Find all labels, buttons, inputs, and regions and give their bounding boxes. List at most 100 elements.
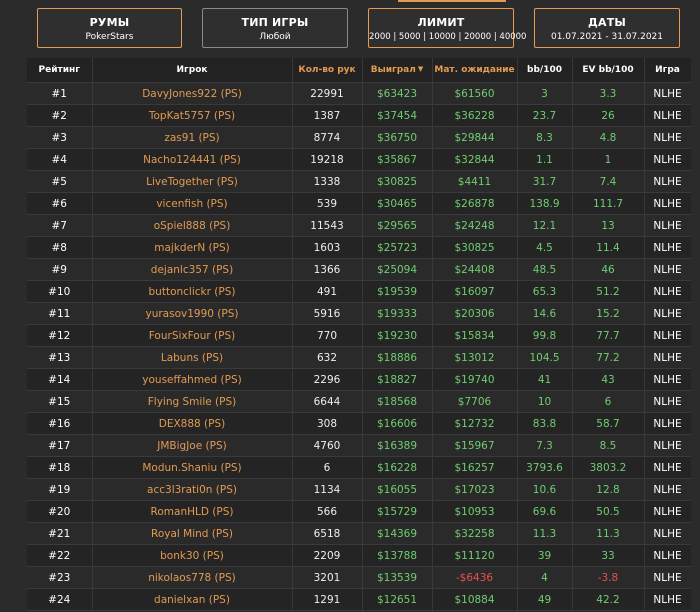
table-row[interactable]: #22 bonk30 (PS) 2209 $13788 $11120 39 33 NLHE xyxy=(27,544,691,567)
ev-cell: $26878 xyxy=(432,192,518,215)
table-row[interactable]: #18 Modun.Shaniu (PS) 6 $16228 $16257 3793.6 3… xyxy=(27,456,691,479)
table-row[interactable]: #24 danielxan (PS) 1291 $12651 $10884 49 42.2 N… xyxy=(27,588,691,611)
player-cell[interactable]: JMBigJoe (PS) xyxy=(92,434,293,457)
game-cell: NLHE xyxy=(644,588,691,611)
table-row[interactable]: #19 acc3l3rati0n (PS) 1134 $16055 $17023 10.6… xyxy=(27,478,691,501)
won-cell: $16055 xyxy=(362,478,433,501)
bb100-cell: 10 xyxy=(517,390,573,413)
evbb100-cell: 12.8 xyxy=(572,478,645,501)
won-cell: $16606 xyxy=(362,412,433,435)
game-cell: NLHE xyxy=(644,170,691,193)
game-cell: NLHE xyxy=(644,302,691,325)
evbb100-cell: 111.7 xyxy=(572,192,645,215)
header-game[interactable]: Игра xyxy=(644,58,691,83)
bb100-cell: 14.6 xyxy=(517,302,573,325)
header-hands[interactable]: Кол-во рук xyxy=(292,58,363,83)
table-row[interactable]: #1 DavyJones922 (PS) 22991 $63423 $61560 3 3.3… xyxy=(27,82,691,105)
game-cell: NLHE xyxy=(644,478,691,501)
hands-cell: 3201 xyxy=(292,566,363,589)
player-cell[interactable]: DEX888 (PS) xyxy=(92,412,293,435)
player-cell[interactable]: yurasov1990 (PS) xyxy=(92,302,293,325)
bb100-cell: 8.3 xyxy=(517,126,573,149)
header-ev[interactable]: Мат. ожидание xyxy=(432,58,518,83)
player-cell[interactable]: acc3l3rati0n (PS) xyxy=(92,478,293,501)
bb100-cell: 1.1 xyxy=(517,148,573,171)
player-cell[interactable]: Royal Mind (PS) xyxy=(92,522,293,545)
player-cell[interactable]: Nacho124441 (PS) xyxy=(92,148,293,171)
evbb100-cell: 46 xyxy=(572,258,645,281)
ev-cell: $32258 xyxy=(432,522,518,545)
player-cell[interactable]: Labuns (PS) xyxy=(92,346,293,369)
player-cell[interactable]: bonk30 (PS) xyxy=(92,544,293,567)
rooms-filter-button[interactable]: РУМЫ PokerStars xyxy=(37,8,182,48)
rank-cell: #14 xyxy=(27,368,93,391)
table-row[interactable]: #15 Flying Smile (PS) 6644 $18568 $7706 10 6 NL… xyxy=(27,390,691,413)
table-row[interactable]: #3 zas91 (PS) 8774 $36750 $29844 8.3 4.8 NLHE xyxy=(27,126,691,149)
player-cell[interactable]: oSpiel888 (PS) xyxy=(92,214,293,237)
won-cell: $13788 xyxy=(362,544,433,567)
player-cell[interactable]: RomanHLD (PS) xyxy=(92,500,293,523)
bb100-cell: 83.8 xyxy=(517,412,573,435)
player-cell[interactable]: danielxan (PS) xyxy=(92,588,293,611)
table-row[interactable]: #5 LiveTogether (PS) 1338 $30825 $4411 31.7 7.… xyxy=(27,170,691,193)
won-cell: $30825 xyxy=(362,170,433,193)
player-cell[interactable]: vicenfish (PS) xyxy=(92,192,293,215)
header-won[interactable]: Выиграл ▼ xyxy=(362,58,433,83)
player-cell[interactable]: Modun.Shaniu (PS) xyxy=(92,456,293,479)
player-cell[interactable]: nikolaos778 (PS) xyxy=(92,566,293,589)
bb100-cell: 4.5 xyxy=(517,236,573,259)
player-cell[interactable]: FourSixFour (PS) xyxy=(92,324,293,347)
table-row[interactable]: #16 DEX888 (PS) 308 $16606 $12732 83.8 58.7 NLH… xyxy=(27,412,691,435)
ev-cell: $10953 xyxy=(432,500,518,523)
table-row[interactable]: #7 oSpiel888 (PS) 11543 $29565 $24248 12.1 13 N… xyxy=(27,214,691,237)
game-cell: NLHE xyxy=(644,104,691,127)
evbb100-cell: 43 xyxy=(572,368,645,391)
table-row[interactable]: #8 majkderN (PS) 1603 $25723 $30825 4.5 11.4 NL… xyxy=(27,236,691,259)
ev-cell: $7706 xyxy=(432,390,518,413)
table-row[interactable]: #9 dejanlc357 (PS) 1366 $25094 $24408 48.5 46 N… xyxy=(27,258,691,281)
header-bb100[interactable]: bb/100 xyxy=(517,58,573,83)
evbb100-cell: -3.8 xyxy=(572,566,645,589)
player-cell[interactable]: dejanlc357 (PS) xyxy=(92,258,293,281)
player-cell[interactable]: majkderN (PS) xyxy=(92,236,293,259)
table-row[interactable]: #12 FourSixFour (PS) 770 $19230 $15834 99.8 77… xyxy=(27,324,691,347)
game-type-filter-button[interactable]: ТИП ИГРЫ Любой xyxy=(202,8,348,48)
player-cell[interactable]: buttonclickr (PS) xyxy=(92,280,293,303)
limit-filter-button[interactable]: ЛИМИТ 2000 | 5000 | 10000 | 20000 | 4000… xyxy=(368,8,526,48)
header-rank[interactable]: Рейтинг xyxy=(27,58,93,83)
bb100-cell: 10.6 xyxy=(517,478,573,501)
player-cell[interactable]: zas91 (PS) xyxy=(92,126,293,149)
table-row[interactable]: #21 Royal Mind (PS) 6518 $14369 $32258 11.3 11… xyxy=(27,522,691,545)
table-row[interactable]: #14 youseffahmed (PS) 2296 $18827 $19740 41 43… xyxy=(27,368,691,391)
header-evbb100[interactable]: EV bb/100 xyxy=(572,58,645,83)
ev-cell: $16097 xyxy=(432,280,518,303)
header-player[interactable]: Игрок xyxy=(92,58,293,83)
player-cell[interactable]: Flying Smile (PS) xyxy=(92,390,293,413)
table-row[interactable]: #17 JMBigJoe (PS) 4760 $16389 $15967 7.3 8.5 NL… xyxy=(27,434,691,457)
table-row[interactable]: #13 Labuns (PS) 632 $18886 $13012 104.5 77.2 NL… xyxy=(27,346,691,369)
hands-cell: 2209 xyxy=(292,544,363,567)
hands-cell: 539 xyxy=(292,192,363,215)
rank-cell: #24 xyxy=(27,588,93,611)
table-scrollbar[interactable] xyxy=(691,58,700,612)
player-cell[interactable]: youseffahmed (PS) xyxy=(92,368,293,391)
game-cell: NLHE xyxy=(644,82,691,105)
table-row[interactable]: #2 TopKat5757 (PS) 1387 $37454 $36228 23.7 26 N… xyxy=(27,104,691,127)
table-row[interactable]: #10 buttonclickr (PS) 491 $19539 $16097 65.3 5… xyxy=(27,280,691,303)
dates-filter-button[interactable]: ДАТЫ 01.07.2021 - 31.07.2021 xyxy=(534,8,680,48)
table-row[interactable]: #11 yurasov1990 (PS) 5916 $19333 $20306 14.6 1… xyxy=(27,302,691,325)
player-cell[interactable]: typ6oky3mu4 (PS) xyxy=(92,610,293,612)
rank-cell: #25 xyxy=(27,610,93,612)
player-cell[interactable]: LiveTogether (PS) xyxy=(92,170,293,193)
ev-cell: $30825 xyxy=(432,236,518,259)
table-row[interactable]: #20 RomanHLD (PS) 566 $15729 $10953 69.6 50.5 N… xyxy=(27,500,691,523)
bb100-cell: 3 xyxy=(517,82,573,105)
table-row[interactable]: #23 nikolaos778 (PS) 3201 $13539 -$6436 4 -3.8… xyxy=(27,566,691,589)
hands-cell: 11543 xyxy=(292,214,363,237)
hands-cell: 1387 xyxy=(292,104,363,127)
table-row[interactable]: #4 Nacho124441 (PS) 19218 $35867 $32844 1.1 1 N… xyxy=(27,148,691,171)
table-row[interactable]: #25typ6oky3mu4 (PS)1980$11614$1035821.82… xyxy=(27,610,691,612)
player-cell[interactable]: TopKat5757 (PS) xyxy=(92,104,293,127)
player-cell[interactable]: DavyJones922 (PS) xyxy=(92,82,293,105)
table-row[interactable]: #6 vicenfish (PS) 539 $30465 $26878 138.9 111.… xyxy=(27,192,691,215)
